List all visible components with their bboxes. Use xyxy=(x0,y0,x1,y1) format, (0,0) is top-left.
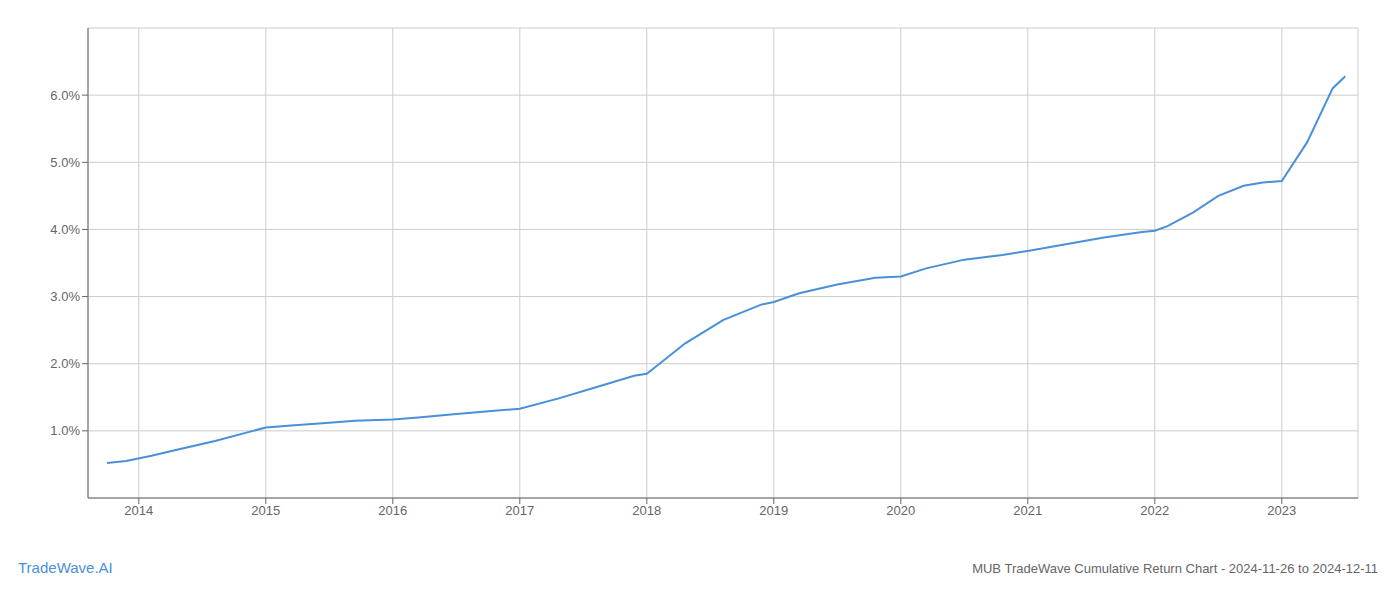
svg-text:2016: 2016 xyxy=(378,503,407,518)
html-text:TradeWave.AI: TradeWave.AI xyxy=(18,559,113,576)
svg-text:2023: 2023 xyxy=(1267,503,1296,518)
svg-text:5.0%: 5.0% xyxy=(50,155,80,170)
svg-text:2019: 2019 xyxy=(759,503,788,518)
svg-text:2014: 2014 xyxy=(124,503,153,518)
svg-text:2020: 2020 xyxy=(886,503,915,518)
svg-text:4.0%: 4.0% xyxy=(50,222,80,237)
svg-text:2017: 2017 xyxy=(505,503,534,518)
html-text:MUB TradeWave Cumulative Retur: MUB TradeWave Cumulative Return Chart - … xyxy=(972,561,1378,576)
svg-text:6.0%: 6.0% xyxy=(50,88,80,103)
svg-text:2015: 2015 xyxy=(251,503,280,518)
svg-text:2018: 2018 xyxy=(632,503,661,518)
svg-text:2022: 2022 xyxy=(1140,503,1169,518)
svg-text:3.0%: 3.0% xyxy=(50,289,80,304)
svg-text:2021: 2021 xyxy=(1013,503,1042,518)
svg-text:2.0%: 2.0% xyxy=(50,356,80,371)
svg-text:1.0%: 1.0% xyxy=(50,423,80,438)
